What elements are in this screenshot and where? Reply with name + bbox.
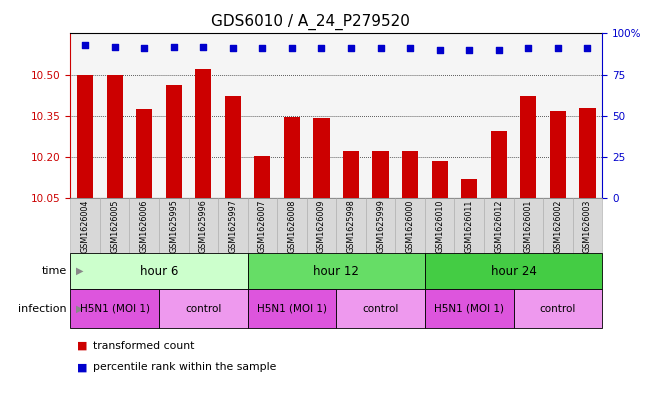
Text: GSM1625998: GSM1625998 [346, 199, 355, 253]
Text: GSM1626012: GSM1626012 [494, 199, 503, 253]
Text: GSM1626011: GSM1626011 [465, 199, 474, 253]
Point [405, 45, 415, 51]
Text: H5N1 (MOI 1): H5N1 (MOI 1) [257, 303, 327, 314]
Text: infection: infection [18, 303, 67, 314]
Text: ■: ■ [77, 362, 87, 373]
Text: GSM1625999: GSM1625999 [376, 199, 385, 253]
Text: transformed count: transformed count [93, 341, 195, 351]
Text: hour 24: hour 24 [491, 264, 536, 278]
Text: GSM1626006: GSM1626006 [140, 199, 148, 253]
Text: GSM1625996: GSM1625996 [199, 199, 208, 253]
Text: GSM1626002: GSM1626002 [553, 199, 562, 253]
Point [257, 45, 268, 51]
Point [228, 45, 238, 51]
Text: GSM1626000: GSM1626000 [406, 199, 415, 253]
Text: GSM1626004: GSM1626004 [81, 199, 90, 253]
Bar [461, 179, 477, 198]
Text: GDS6010 / A_24_P279520: GDS6010 / A_24_P279520 [211, 14, 409, 30]
Point [493, 47, 504, 53]
Text: ▶: ▶ [76, 303, 83, 314]
Point [434, 47, 445, 53]
Point [523, 45, 534, 51]
Text: control: control [185, 303, 221, 314]
Text: H5N1 (MOI 1): H5N1 (MOI 1) [434, 303, 505, 314]
Text: hour 6: hour 6 [140, 264, 178, 278]
Text: GSM1626007: GSM1626007 [258, 199, 267, 253]
Point [582, 45, 592, 51]
Bar [255, 156, 271, 198]
Point [169, 44, 179, 50]
Text: ■: ■ [77, 341, 87, 351]
Text: GSM1625995: GSM1625995 [169, 199, 178, 253]
Bar [195, 69, 212, 198]
Point [346, 45, 356, 51]
Text: time: time [42, 266, 67, 276]
Point [198, 44, 208, 50]
Point [316, 45, 327, 51]
Bar [225, 95, 241, 198]
Text: GSM1626010: GSM1626010 [435, 199, 444, 253]
Bar [432, 162, 448, 198]
Bar [284, 117, 300, 198]
Point [464, 47, 475, 53]
Text: H5N1 (MOI 1): H5N1 (MOI 1) [79, 303, 150, 314]
Point [376, 45, 386, 51]
Text: GSM1625997: GSM1625997 [229, 199, 238, 253]
Text: hour 12: hour 12 [313, 264, 359, 278]
Text: GSM1626003: GSM1626003 [583, 199, 592, 253]
Bar [165, 85, 182, 198]
Point [553, 45, 563, 51]
Point [80, 42, 90, 48]
Bar [313, 118, 329, 198]
Point [109, 44, 120, 50]
Bar [491, 131, 507, 198]
Text: control: control [363, 303, 399, 314]
Bar [343, 151, 359, 198]
Text: GSM1626008: GSM1626008 [288, 199, 296, 253]
Bar [136, 109, 152, 198]
Bar [107, 75, 123, 198]
Text: GSM1626001: GSM1626001 [524, 199, 533, 253]
Bar [549, 111, 566, 198]
Text: ▶: ▶ [76, 266, 83, 276]
Text: GSM1626009: GSM1626009 [317, 199, 326, 253]
Bar [520, 95, 536, 198]
Point [286, 45, 297, 51]
Bar [579, 108, 596, 198]
Text: percentile rank within the sample: percentile rank within the sample [93, 362, 277, 373]
Bar [77, 75, 93, 198]
Text: GSM1626005: GSM1626005 [110, 199, 119, 253]
Bar [402, 151, 418, 198]
Bar [372, 151, 389, 198]
Point [139, 45, 149, 51]
Text: control: control [540, 303, 576, 314]
